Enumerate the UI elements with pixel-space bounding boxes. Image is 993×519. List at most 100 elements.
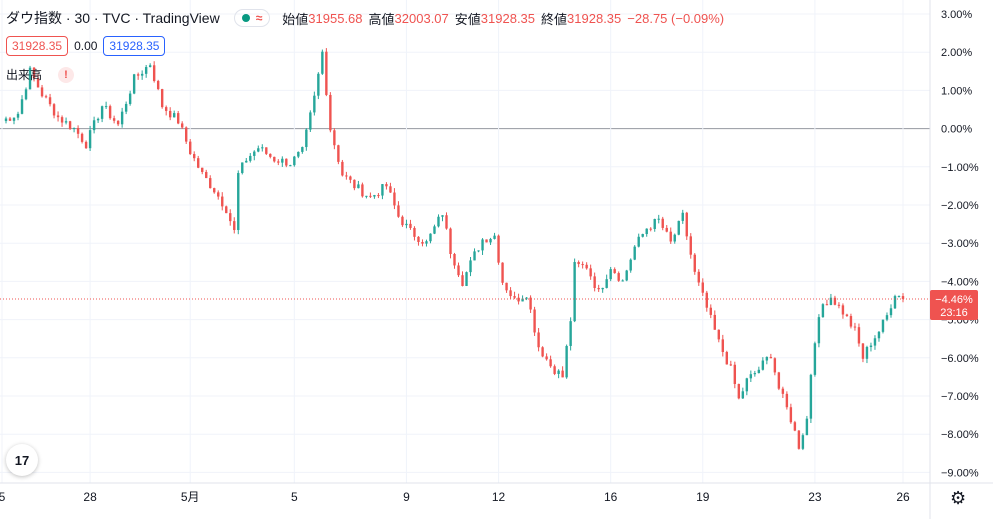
- gear-icon[interactable]: ⚙: [950, 488, 967, 508]
- candle-body: [777, 372, 781, 389]
- candle: [881, 319, 885, 334]
- candle-body: [497, 235, 500, 263]
- candle: [385, 182, 388, 190]
- candle-body: [321, 51, 324, 74]
- candle: [144, 64, 148, 78]
- trade-price-row: 31928.35 0.00 31928.35: [6, 36, 166, 56]
- candle: [168, 107, 172, 121]
- x-tick-label: 5: [291, 490, 298, 504]
- candle-body: [525, 297, 528, 299]
- candle-body: [501, 262, 504, 283]
- candle-body: [489, 238, 492, 243]
- candle: [465, 271, 468, 287]
- candle: [473, 248, 476, 261]
- candle: [56, 111, 60, 122]
- candle-body: [281, 158, 284, 163]
- candle-body: [156, 80, 160, 90]
- warning-icon[interactable]: !: [58, 66, 75, 83]
- candle-body: [16, 113, 20, 118]
- candle: [585, 262, 588, 270]
- candle-body: [80, 133, 84, 142]
- candle-body: [793, 422, 797, 431]
- candle: [345, 171, 348, 180]
- candle-body: [845, 314, 849, 317]
- candle-body: [100, 106, 104, 119]
- market-open-dot-icon: [241, 14, 250, 22]
- candle: [517, 293, 520, 305]
- candle: [825, 299, 829, 306]
- market-status-pill[interactable]: ≈: [233, 9, 271, 27]
- volume-label[interactable]: 出来高: [6, 68, 43, 82]
- candle: [309, 110, 312, 132]
- candle: [661, 216, 664, 231]
- candle: [669, 227, 672, 244]
- candle: [681, 209, 684, 224]
- candle: [561, 366, 564, 378]
- candle-body: [385, 184, 388, 187]
- candle-body: [781, 388, 785, 394]
- candle: [8, 116, 12, 121]
- candle: [76, 125, 80, 139]
- candle: [433, 224, 436, 235]
- candle-body: [289, 165, 292, 167]
- buy-price-button[interactable]: 31928.35: [103, 36, 166, 56]
- candle: [805, 415, 809, 436]
- candle: [253, 150, 256, 161]
- candle-body: [841, 305, 845, 315]
- candle: [877, 331, 881, 342]
- candle-body: [677, 220, 680, 235]
- candle-body: [24, 89, 28, 100]
- candle: [96, 117, 100, 123]
- candle-body: [88, 130, 92, 149]
- candle: [289, 164, 292, 167]
- candle-body: [20, 99, 24, 114]
- sell-price-button[interactable]: 31928.35: [6, 36, 69, 56]
- tradingview-logo-icon[interactable]: 17: [6, 444, 38, 476]
- candle-body: [361, 184, 364, 197]
- candle: [349, 175, 352, 184]
- candle: [789, 403, 793, 424]
- candle: [441, 215, 444, 222]
- candle: [497, 234, 500, 265]
- candle-body: [565, 345, 568, 378]
- y-tick-label: −9.00%: [941, 467, 979, 479]
- candle: [136, 72, 140, 80]
- candle: [80, 132, 84, 144]
- candle: [205, 169, 208, 179]
- candle: [28, 65, 32, 90]
- candle: [541, 346, 544, 358]
- candle: [189, 139, 192, 156]
- open-value: 31955.68: [308, 10, 363, 26]
- candle: [417, 236, 420, 246]
- candle: [172, 110, 176, 118]
- candle: [893, 294, 897, 309]
- candle-body: [757, 369, 761, 374]
- candle-body: [697, 271, 700, 283]
- y-tick-label: 2.00%: [941, 47, 972, 59]
- candle: [857, 323, 861, 347]
- candle-body: [765, 356, 769, 361]
- candle-body: [553, 366, 556, 374]
- candle-body: [661, 218, 664, 228]
- candle-body: [681, 212, 684, 221]
- candle-body: [509, 290, 512, 297]
- candle-body: [12, 117, 16, 121]
- symbol-title[interactable]: ダウ指数 · 30 · TVC · TradingView: [6, 10, 220, 26]
- candle-body: [172, 113, 176, 118]
- candle: [553, 364, 556, 376]
- candle-body: [617, 273, 620, 281]
- open-label: 始値: [282, 11, 309, 27]
- candle: [485, 239, 488, 243]
- candle-body: [76, 128, 80, 134]
- candle: [297, 151, 300, 159]
- candle: [393, 188, 396, 210]
- candle: [785, 391, 789, 410]
- candle-body: [249, 155, 252, 161]
- candle-body: [633, 246, 636, 260]
- candle-body: [789, 407, 793, 423]
- current-price-label: −4.46%: [935, 294, 973, 306]
- candle: [229, 209, 232, 226]
- candle: [108, 104, 112, 120]
- candle: [665, 225, 668, 233]
